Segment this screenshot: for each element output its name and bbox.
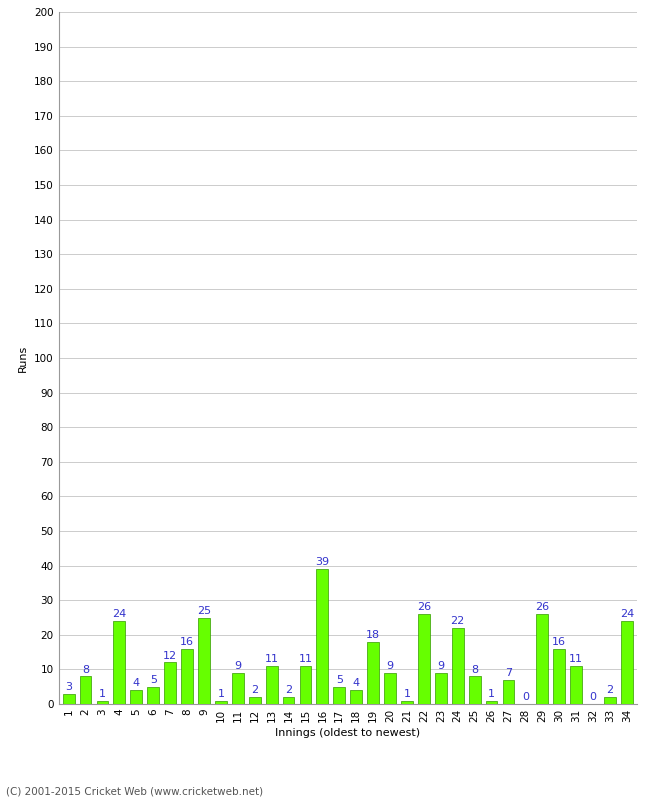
Bar [80,676,92,704]
Bar [604,697,616,704]
Bar [300,666,311,704]
Bar [148,686,159,704]
Text: 18: 18 [366,630,380,640]
Y-axis label: Runs: Runs [18,344,29,372]
Bar [621,621,632,704]
Bar [367,642,379,704]
Bar [114,621,125,704]
Bar [401,701,413,704]
Text: 7: 7 [505,668,512,678]
Bar [536,614,548,704]
Text: 26: 26 [417,602,431,612]
Text: 9: 9 [234,661,241,671]
Text: 24: 24 [619,610,634,619]
Text: (C) 2001-2015 Cricket Web (www.cricketweb.net): (C) 2001-2015 Cricket Web (www.cricketwe… [6,786,264,796]
Bar [317,569,328,704]
Bar [570,666,582,704]
Text: 26: 26 [535,602,549,612]
Text: 2: 2 [285,686,292,695]
Text: 25: 25 [197,606,211,616]
Bar [215,701,227,704]
Text: 11: 11 [569,654,583,664]
X-axis label: Innings (oldest to newest): Innings (oldest to newest) [275,728,421,738]
Text: 1: 1 [488,689,495,699]
Bar [418,614,430,704]
Text: 8: 8 [471,665,478,674]
Text: 11: 11 [298,654,313,664]
Text: 16: 16 [180,637,194,647]
Bar [553,649,565,704]
Text: 3: 3 [65,682,72,692]
Bar [384,673,396,704]
Text: 8: 8 [82,665,89,674]
Text: 5: 5 [150,675,157,685]
Text: 0: 0 [590,692,597,702]
Bar [452,628,463,704]
Bar [97,701,109,704]
Text: 5: 5 [336,675,343,685]
Bar [131,690,142,704]
Bar [469,676,480,704]
Text: 24: 24 [112,610,127,619]
Text: 4: 4 [133,678,140,689]
Bar [350,690,362,704]
Bar [181,649,193,704]
Text: 1: 1 [404,689,410,699]
Text: 0: 0 [522,692,529,702]
Bar [266,666,278,704]
Text: 2: 2 [251,686,258,695]
Bar [232,673,244,704]
Bar [249,697,261,704]
Text: 12: 12 [163,650,177,661]
Text: 2: 2 [606,686,614,695]
Bar [333,686,345,704]
Text: 22: 22 [450,616,465,626]
Text: 4: 4 [353,678,359,689]
Text: 1: 1 [99,689,106,699]
Text: 16: 16 [552,637,566,647]
Text: 11: 11 [265,654,279,664]
Text: 9: 9 [437,661,445,671]
Text: 39: 39 [315,558,330,567]
Bar [198,618,210,704]
Bar [502,680,514,704]
Bar [63,694,75,704]
Text: 9: 9 [387,661,394,671]
Bar [435,673,447,704]
Text: 1: 1 [217,689,224,699]
Bar [486,701,497,704]
Bar [283,697,294,704]
Bar [164,662,176,704]
